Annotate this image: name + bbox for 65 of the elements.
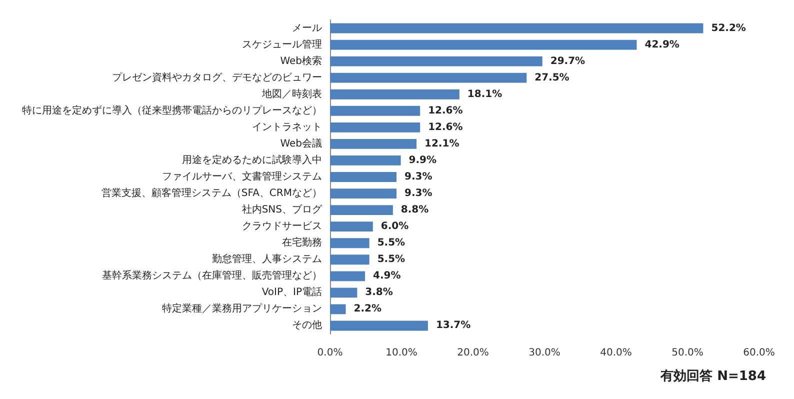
data-label: 5.5%: [377, 238, 406, 249]
x-tick-label: 50.0%: [672, 348, 704, 358]
y-tick-label: VoIP、IP電話: [262, 286, 322, 298]
x-tick-label: 20.0%: [457, 348, 489, 358]
bar: [330, 304, 346, 314]
bar: [330, 172, 396, 182]
data-label: 4.9%: [373, 270, 401, 282]
data-label: 12.6%: [428, 105, 463, 116]
data-label: 13.7%: [436, 320, 471, 332]
data-label: 52.2%: [711, 22, 746, 34]
y-tick-label: 地図／時刻表: [261, 88, 322, 100]
y-tick-label: 特定業種／業務用アプリケーション: [162, 302, 322, 315]
bar: [330, 122, 420, 132]
y-tick-label: プレゼン資料やカタログ、デモなどのビュワー: [112, 71, 322, 84]
x-tick-label: 0.0%: [317, 348, 343, 358]
x-tick-label: 40.0%: [600, 348, 632, 358]
y-tick-label: 在宅勤務: [282, 236, 322, 249]
y-tick-label: クラウドサービス: [242, 221, 322, 232]
y-tick-label: 用途を定めるために試験導入中: [182, 154, 322, 166]
x-tick-label: 30.0%: [528, 348, 560, 358]
data-label: 18.1%: [467, 88, 502, 100]
bar: [330, 188, 396, 198]
data-label: 42.9%: [644, 39, 680, 50]
bar: [330, 320, 428, 331]
y-tick-label: 社内SNS、ブログ: [242, 204, 323, 216]
data-label: 3.8%: [365, 287, 393, 298]
y-tick-label: スケジュール管理: [242, 39, 322, 50]
bar: [330, 138, 417, 149]
y-tick-label: 営業支援、顧客管理システム（SFA、CRMなど）: [101, 187, 322, 200]
data-label: 8.8%: [400, 204, 429, 216]
data-label: 12.1%: [424, 138, 460, 150]
text: 有効回答 N=184: [660, 368, 766, 384]
y-tick-label: 勤怠管理、人事システム: [212, 253, 322, 266]
x-tick-label: 60.0%: [743, 348, 775, 358]
y-tick-label: その他: [292, 319, 322, 332]
y-tick-label: Web検索: [280, 54, 322, 67]
data-label: 29.7%: [550, 56, 586, 67]
y-tick-label: Web会議: [280, 137, 322, 150]
bar: [330, 205, 393, 216]
bar: [330, 106, 420, 116]
data-label: 12.6%: [428, 122, 463, 133]
bar: [330, 40, 637, 50]
bar: [330, 56, 542, 66]
y-tick-label: イントラネット: [252, 122, 322, 133]
data-label: 2.2%: [354, 304, 382, 315]
bar: [330, 271, 366, 282]
bar: [330, 222, 373, 232]
y-tick-label: 基幹系業務システム（在庫管理、販売管理など）: [102, 270, 322, 282]
data-label: 5.5%: [377, 254, 406, 266]
bar: [330, 156, 401, 166]
y-tick-label: ファイルサーバ、文書管理システム: [162, 170, 322, 182]
bar: [330, 89, 460, 100]
data-label: 6.0%: [380, 221, 409, 232]
bar: [330, 238, 370, 248]
data-label: 9.3%: [404, 172, 432, 182]
bar: [330, 23, 704, 34]
data-label: 27.5%: [534, 72, 570, 84]
bar: [330, 254, 370, 265]
y-tick-label: メール: [292, 22, 322, 34]
x-tick-label: 10.0%: [386, 348, 418, 358]
data-label: 9.3%: [404, 188, 432, 200]
bar: [330, 288, 358, 298]
bar: [330, 72, 527, 83]
y-tick-label: 特に用途を定めずに導入（従来型携帯電話からのリプレースなど）: [22, 104, 322, 116]
data-label: 9.9%: [408, 154, 437, 166]
